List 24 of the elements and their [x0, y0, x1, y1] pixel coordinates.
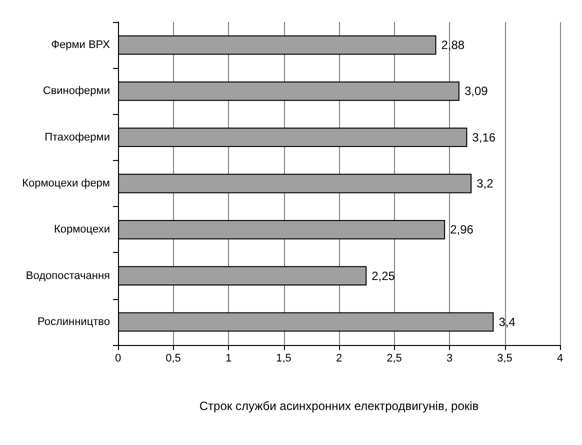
y-tick-label: Ферми ВРХ: [51, 39, 111, 52]
x-tick-label: 1: [225, 352, 232, 364]
x-tick-label: 2,5: [386, 352, 402, 364]
y-tick-label: Кормоцехи: [54, 224, 110, 236]
data-label: 2,88: [441, 38, 465, 52]
x-tick-label: 3: [446, 352, 453, 364]
y-tick-label: Птахоферми: [44, 131, 110, 144]
data-label: 3,4: [498, 314, 516, 329]
data-label: 2,96: [450, 222, 474, 237]
data-label: 3,16: [472, 130, 496, 144]
y-tick-label: Рослинництво: [37, 316, 110, 328]
data-label: 2,25: [372, 268, 396, 283]
y-tick-label: Водопостачання: [26, 270, 110, 282]
x-axis-title: Строк служби асинхронних електродвигунів, років: [199, 399, 479, 413]
x-tick-label: 1,5: [276, 352, 292, 364]
y-tick-label: Кормоцехи ферм: [22, 178, 110, 190]
x-tick-label: 0,5: [166, 352, 181, 364]
data-label: 3,09: [464, 84, 488, 98]
data-label: 3,2: [476, 176, 494, 190]
x-tick-label: 0: [114, 352, 122, 364]
y-tick-label: Свиноферми: [42, 85, 110, 98]
x-tick-label: 4: [556, 352, 564, 364]
x-tick-label: 3,5: [497, 352, 512, 364]
x-tick-label: 2: [336, 352, 342, 364]
